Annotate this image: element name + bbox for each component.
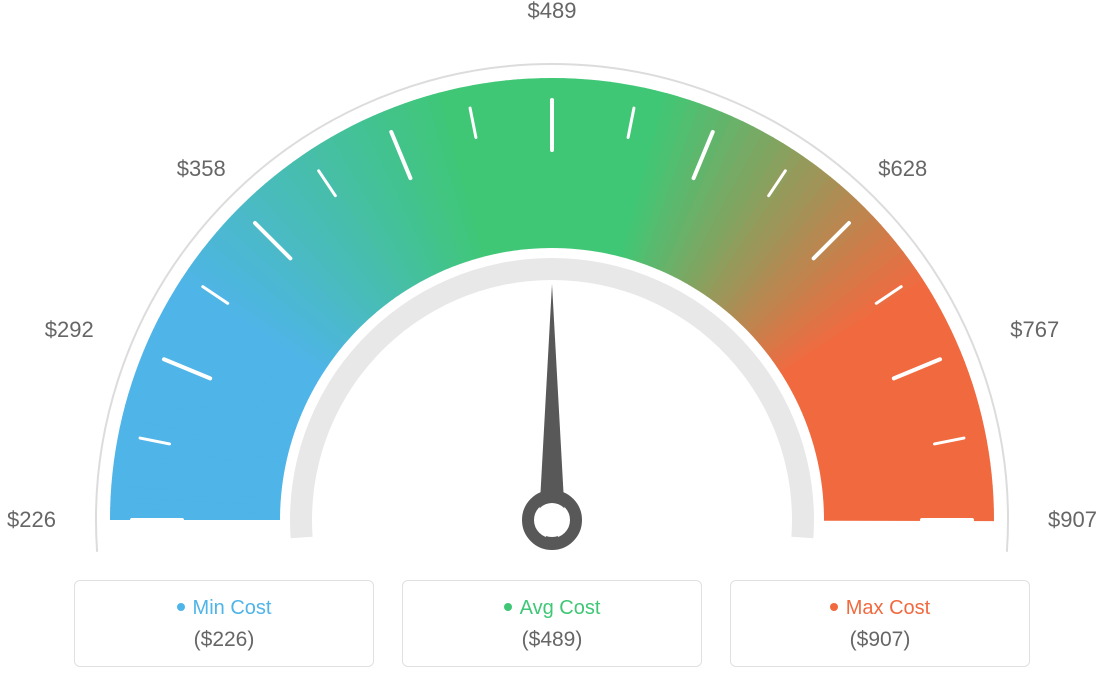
- legend-max-dot: [830, 603, 838, 611]
- legend-max: Max Cost ($907): [730, 580, 1030, 667]
- legend-min-dot: [177, 603, 185, 611]
- scale-label: $358: [177, 156, 226, 182]
- legend-avg-title: Avg Cost: [403, 597, 701, 620]
- legend-avg: Avg Cost ($489): [402, 580, 702, 667]
- scale-label: $226: [7, 507, 56, 533]
- scale-label: $628: [878, 156, 927, 182]
- gauge-svg: [0, 0, 1104, 570]
- scale-label: $767: [1010, 317, 1059, 343]
- legend-avg-dot: [504, 603, 512, 611]
- legend-min-label: Min Cost: [193, 597, 272, 619]
- legend-min-value: ($226): [75, 628, 373, 652]
- legend-max-title: Max Cost: [731, 597, 1029, 620]
- scale-label: $292: [45, 317, 94, 343]
- legend-max-label: Max Cost: [846, 597, 930, 619]
- legend-max-value: ($907): [731, 628, 1029, 652]
- scale-label: $489: [528, 0, 577, 24]
- scale-label: $907: [1048, 507, 1097, 533]
- legend-min-title: Min Cost: [75, 597, 373, 620]
- legend-avg-value: ($489): [403, 628, 701, 652]
- gauge-chart: $226 $292 $358 $489 $628 $767 $907: [0, 0, 1104, 570]
- legend-avg-label: Avg Cost: [520, 597, 601, 619]
- legend-min: Min Cost ($226): [74, 580, 374, 667]
- legend-row: Min Cost ($226) Avg Cost ($489) Max Cost…: [0, 580, 1104, 667]
